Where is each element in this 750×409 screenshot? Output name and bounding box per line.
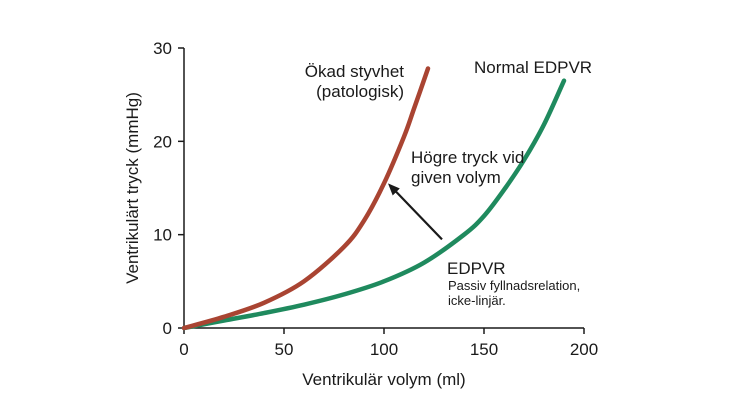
edpvr-desc-line1: Passiv fyllnadsrelation,	[448, 278, 580, 293]
y-axis-title: Ventrikulärt tryck (mmHg)	[123, 92, 142, 284]
y-tick-label: 20	[153, 132, 172, 151]
arrow-label-line2: given volym	[411, 168, 501, 187]
x-tick-label: 150	[470, 340, 498, 359]
series-lines	[181, 66, 567, 331]
pressure-arrow	[388, 183, 443, 241]
y-tick-label: 0	[163, 319, 172, 338]
normal-edpvr-label: Normal EDPVR	[474, 58, 592, 77]
stiff-label-line2: (patologisk)	[316, 82, 404, 101]
x-tick-label: 50	[275, 340, 294, 359]
x-ticks: 0 50 100 150 200	[179, 328, 598, 359]
arrow-label-line1: Högre tryck vid	[411, 148, 524, 167]
y-tick-label: 10	[153, 226, 172, 245]
edpvr-title: EDPVR	[447, 259, 506, 278]
normal-edpvr-line	[181, 78, 567, 331]
y-ticks: 0 10 20 30	[153, 39, 184, 338]
y-tick-label: 30	[153, 39, 172, 58]
stiff-label-line1: Ökad styvhet	[305, 62, 404, 81]
x-tick-label: 100	[370, 340, 398, 359]
x-tick-label: 200	[570, 340, 598, 359]
x-tick-label: 0	[179, 340, 188, 359]
x-axis-title: Ventrikulär volym (ml)	[302, 370, 465, 389]
stiff-edpvr-line	[181, 66, 431, 331]
edpvr-desc-line2: icke-linjär.	[448, 293, 506, 308]
